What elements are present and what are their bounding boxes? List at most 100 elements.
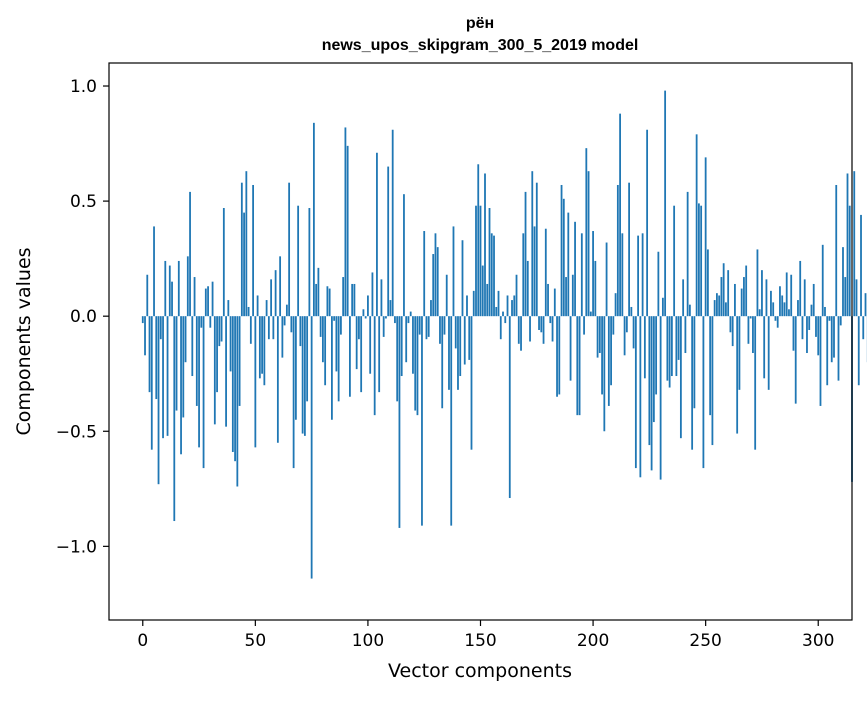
- bar: [775, 316, 777, 321]
- bar: [311, 316, 313, 578]
- bar: [459, 316, 461, 376]
- bar: [369, 316, 371, 374]
- bar: [558, 316, 560, 394]
- bar: [354, 284, 356, 316]
- bar: [471, 316, 473, 450]
- bar: [297, 206, 299, 316]
- bar: [858, 316, 860, 385]
- bar: [721, 277, 723, 316]
- bar: [272, 316, 274, 339]
- bar: [405, 316, 407, 362]
- bar: [302, 316, 304, 433]
- bar: [660, 316, 662, 479]
- bar: [815, 316, 817, 337]
- bar: [207, 286, 209, 316]
- bar: [727, 270, 729, 316]
- bar: [799, 261, 801, 316]
- bar: [639, 316, 641, 477]
- bar: [678, 316, 680, 360]
- bar: [705, 157, 707, 316]
- bar: [266, 300, 268, 316]
- bar: [664, 91, 666, 317]
- bar: [570, 316, 572, 380]
- bar: [403, 194, 405, 316]
- bar: [160, 316, 162, 339]
- bar: [840, 316, 842, 325]
- bar: [826, 316, 828, 385]
- bar: [342, 277, 344, 316]
- bar: [417, 316, 419, 415]
- bar: [167, 316, 169, 436]
- bar: [673, 206, 675, 316]
- bar: [525, 192, 527, 316]
- bar: [651, 316, 653, 470]
- bar: [761, 270, 763, 316]
- bar: [214, 316, 216, 424]
- bar: [781, 295, 783, 316]
- bar: [374, 316, 376, 415]
- bar: [173, 316, 175, 521]
- bar: [700, 206, 702, 316]
- bar: [538, 316, 540, 330]
- bar: [363, 309, 365, 316]
- bar: [430, 300, 432, 316]
- bar: [383, 316, 385, 337]
- bar: [441, 316, 443, 408]
- bar: [178, 261, 180, 316]
- bar: [232, 316, 234, 452]
- bar: [561, 185, 563, 316]
- bar: [743, 277, 745, 316]
- bar: [657, 252, 659, 316]
- bar: [630, 307, 632, 316]
- bar: [435, 233, 437, 316]
- bar: [585, 148, 587, 316]
- bar: [849, 206, 851, 316]
- bar: [554, 289, 556, 317]
- y-axis-label: Components values: [13, 247, 35, 435]
- bar: [772, 302, 774, 316]
- bar: [847, 173, 849, 316]
- bar: [254, 316, 256, 447]
- bar: [703, 316, 705, 468]
- bar: [718, 295, 720, 316]
- bar: [218, 316, 220, 346]
- bar: [498, 291, 500, 316]
- bar: [732, 316, 734, 346]
- bar: [462, 240, 464, 316]
- bar: [347, 146, 349, 316]
- bar: [637, 236, 639, 317]
- bar: [786, 272, 788, 316]
- bar: [628, 183, 630, 317]
- bar: [698, 203, 700, 316]
- bar: [200, 316, 202, 328]
- bar: [617, 185, 619, 316]
- bar: [579, 316, 581, 415]
- bar: [567, 213, 569, 317]
- x-tick-label: 300: [802, 631, 834, 651]
- bar: [227, 300, 229, 316]
- bar: [862, 316, 864, 339]
- bar: [581, 233, 583, 316]
- bar: [790, 275, 792, 316]
- bar: [682, 279, 684, 316]
- bar: [813, 284, 815, 316]
- bar: [556, 316, 558, 397]
- bar: [466, 295, 468, 316]
- bar: [635, 316, 637, 468]
- bar: [588, 171, 590, 316]
- bar: [712, 316, 714, 445]
- bar: [504, 316, 506, 323]
- bar: [423, 231, 425, 316]
- bar: [194, 277, 196, 316]
- bar: [687, 192, 689, 316]
- bar: [793, 316, 795, 351]
- bar: [367, 295, 369, 316]
- bar: [759, 309, 761, 316]
- bar: [802, 316, 804, 339]
- bar: [811, 305, 813, 317]
- bar: [453, 226, 455, 316]
- y-tick-label: 1.0: [70, 77, 97, 97]
- bar: [820, 316, 822, 406]
- bar: [626, 316, 628, 332]
